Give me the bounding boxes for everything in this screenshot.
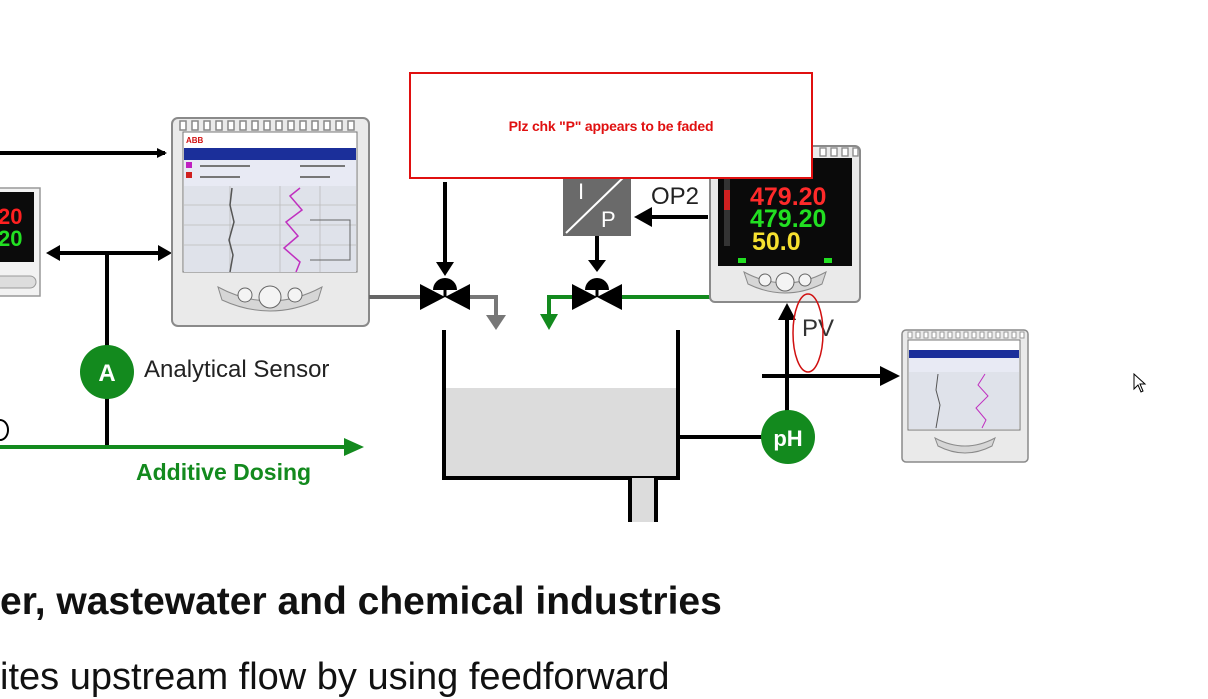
main-controller-value-red: 479.20 <box>750 183 826 211</box>
additive-dosing-label: Additive Dosing <box>136 459 311 485</box>
mouse-cursor-icon <box>1133 373 1147 393</box>
pipe-gray <box>369 295 506 330</box>
left-controller-value-green: 20 <box>0 226 22 251</box>
left-controller: 20 20 <box>0 187 41 297</box>
pv-signal: PV <box>778 293 834 420</box>
review-comment-box: Plz chk "P" appears to be faded <box>409 72 813 179</box>
analytical-sensor-label: Analytical Sensor <box>144 356 329 383</box>
main-controller-value-yellow: 50.0 <box>752 228 801 256</box>
left-controller-value-red: 20 <box>0 204 22 229</box>
pipe-green <box>540 295 712 330</box>
control-valve-1 <box>420 182 470 310</box>
review-comment-text: Plz chk "P" appears to be faded <box>508 117 714 134</box>
ip-converter: I P <box>563 170 631 236</box>
op2-label: OP2 <box>651 183 699 210</box>
sensor-a-letter: A <box>98 360 115 387</box>
process-diagram: 20 20 Additive Dosing A Analytical Senso… <box>0 117 1029 522</box>
process-tank <box>442 330 764 522</box>
slide-body-text: ites upstream flow by using feedforward <box>0 656 670 698</box>
recorder-main-brand: ABB <box>186 136 204 145</box>
ph-sensor-label: pH <box>773 426 802 451</box>
recorder-secondary <box>901 329 1029 463</box>
ip-converter-p: P <box>601 207 616 232</box>
op2-signal: OP2 <box>634 183 708 227</box>
pv-label: PV <box>802 315 834 342</box>
ip-converter-i: I <box>578 179 584 204</box>
control-valve-2 <box>572 236 622 310</box>
slide-heading: er, wastewater and chemical industries <box>0 580 722 623</box>
recorder-main: ABB <box>171 117 370 327</box>
additive-dosing-line: Additive Dosing <box>0 419 364 485</box>
analytical-sensor: A Analytical Sensor <box>80 345 329 399</box>
pv-highlight-ellipse <box>792 293 824 373</box>
main-controller-value-green: 479.20 <box>750 205 826 233</box>
ph-sensor: pH <box>761 366 900 464</box>
